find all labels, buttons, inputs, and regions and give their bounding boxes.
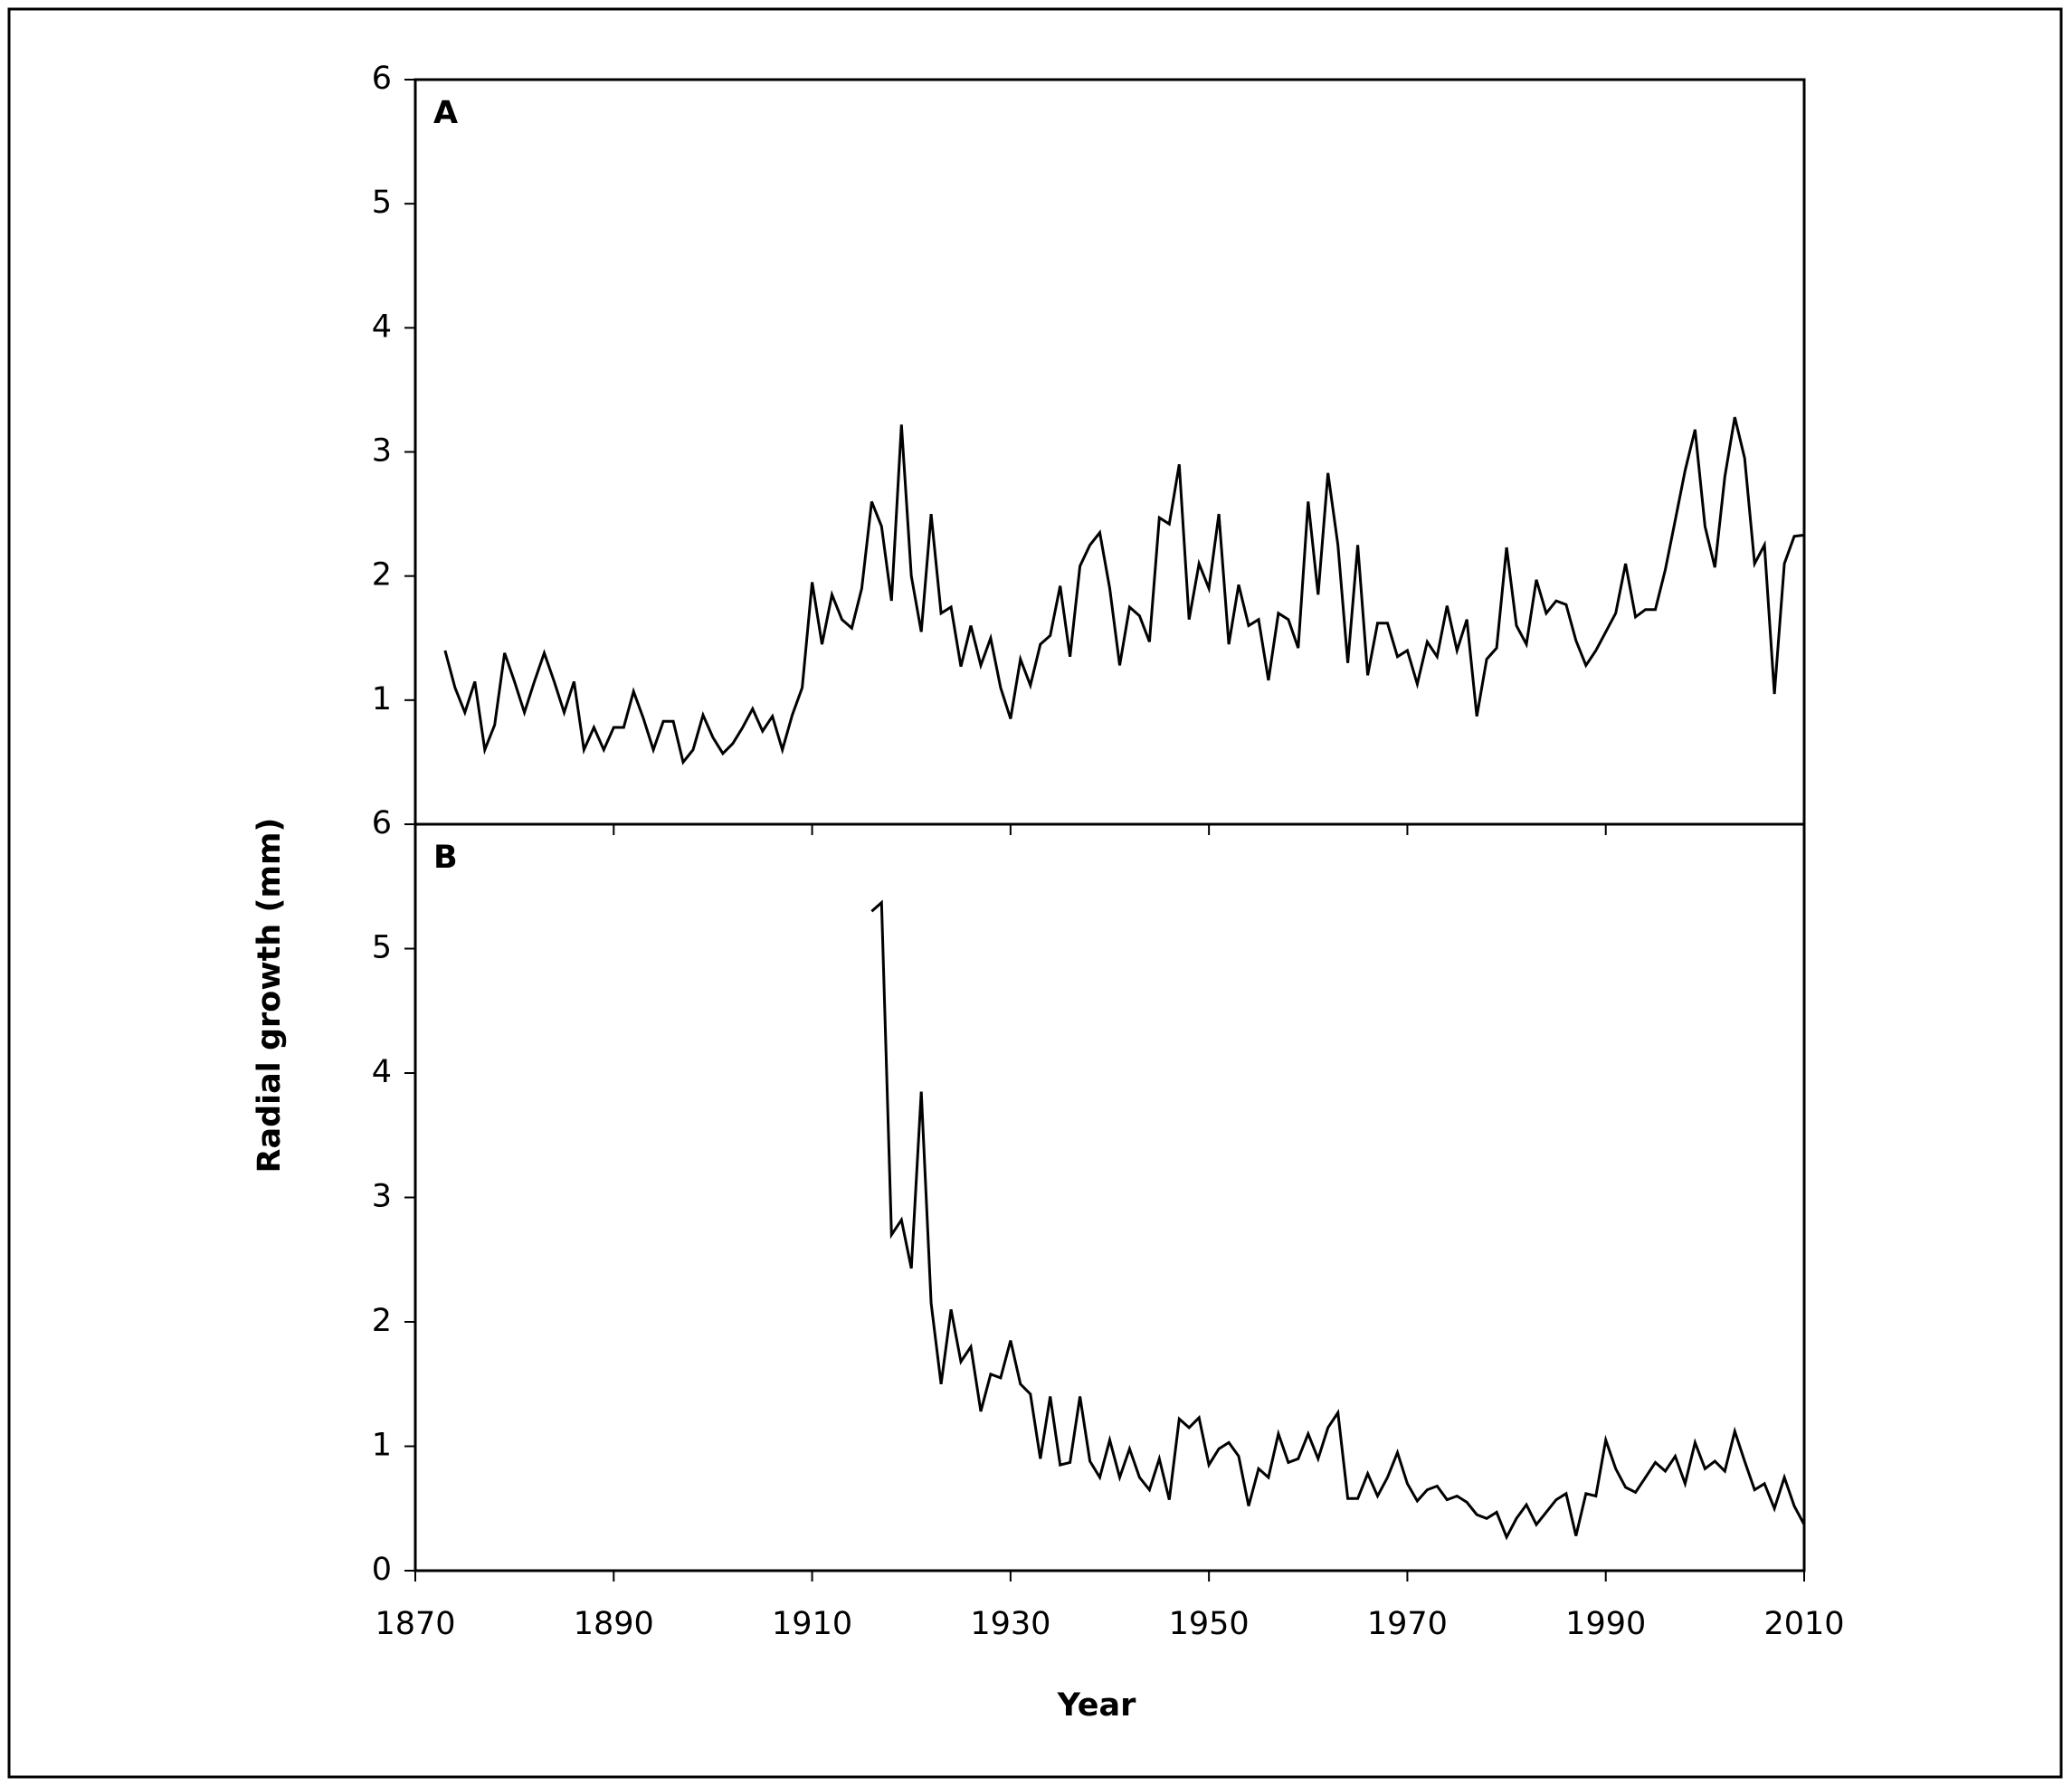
y-axis-label: Radial growth (mm) (252, 818, 288, 1173)
x-tick-label: 2010 (1763, 1606, 1844, 1642)
x-tick-label: 1970 (1367, 1606, 1448, 1642)
y-tick-label: 1 (372, 1428, 392, 1464)
y-tick-label: 6 (372, 805, 392, 841)
plot-frame (413, 822, 1806, 1572)
panel-label: B (433, 840, 458, 876)
panel-label: A (433, 95, 458, 131)
y-tick-label: 5 (372, 185, 392, 221)
y-tick-label: 1 (372, 681, 392, 717)
x-tick-label: 1950 (1169, 1606, 1250, 1642)
x-axis-label: Year (1057, 1687, 1136, 1724)
y-tick-label: 6 (372, 61, 392, 97)
y-tick-label: 3 (372, 1179, 392, 1215)
data-line (443, 416, 1805, 765)
y-tick-label: 0 (372, 1552, 392, 1588)
y-tick-label: 5 (372, 930, 392, 966)
plot-frame (413, 78, 1806, 826)
frame (7, 7, 2063, 1779)
x-tick-label: 1990 (1565, 1606, 1646, 1642)
y-tick-label: 4 (372, 309, 392, 345)
y-tick-label: 3 (372, 433, 392, 470)
data-line (870, 899, 1806, 1541)
x-tick-label: 1890 (574, 1606, 654, 1642)
y-tick-label: 4 (372, 1054, 392, 1090)
x-tick-label: 1910 (772, 1606, 852, 1642)
x-tick-label: 1870 (375, 1606, 455, 1642)
y-tick-label: 2 (372, 557, 392, 594)
y-tick-label: 2 (372, 1303, 392, 1339)
x-tick-label: 1930 (970, 1606, 1050, 1642)
